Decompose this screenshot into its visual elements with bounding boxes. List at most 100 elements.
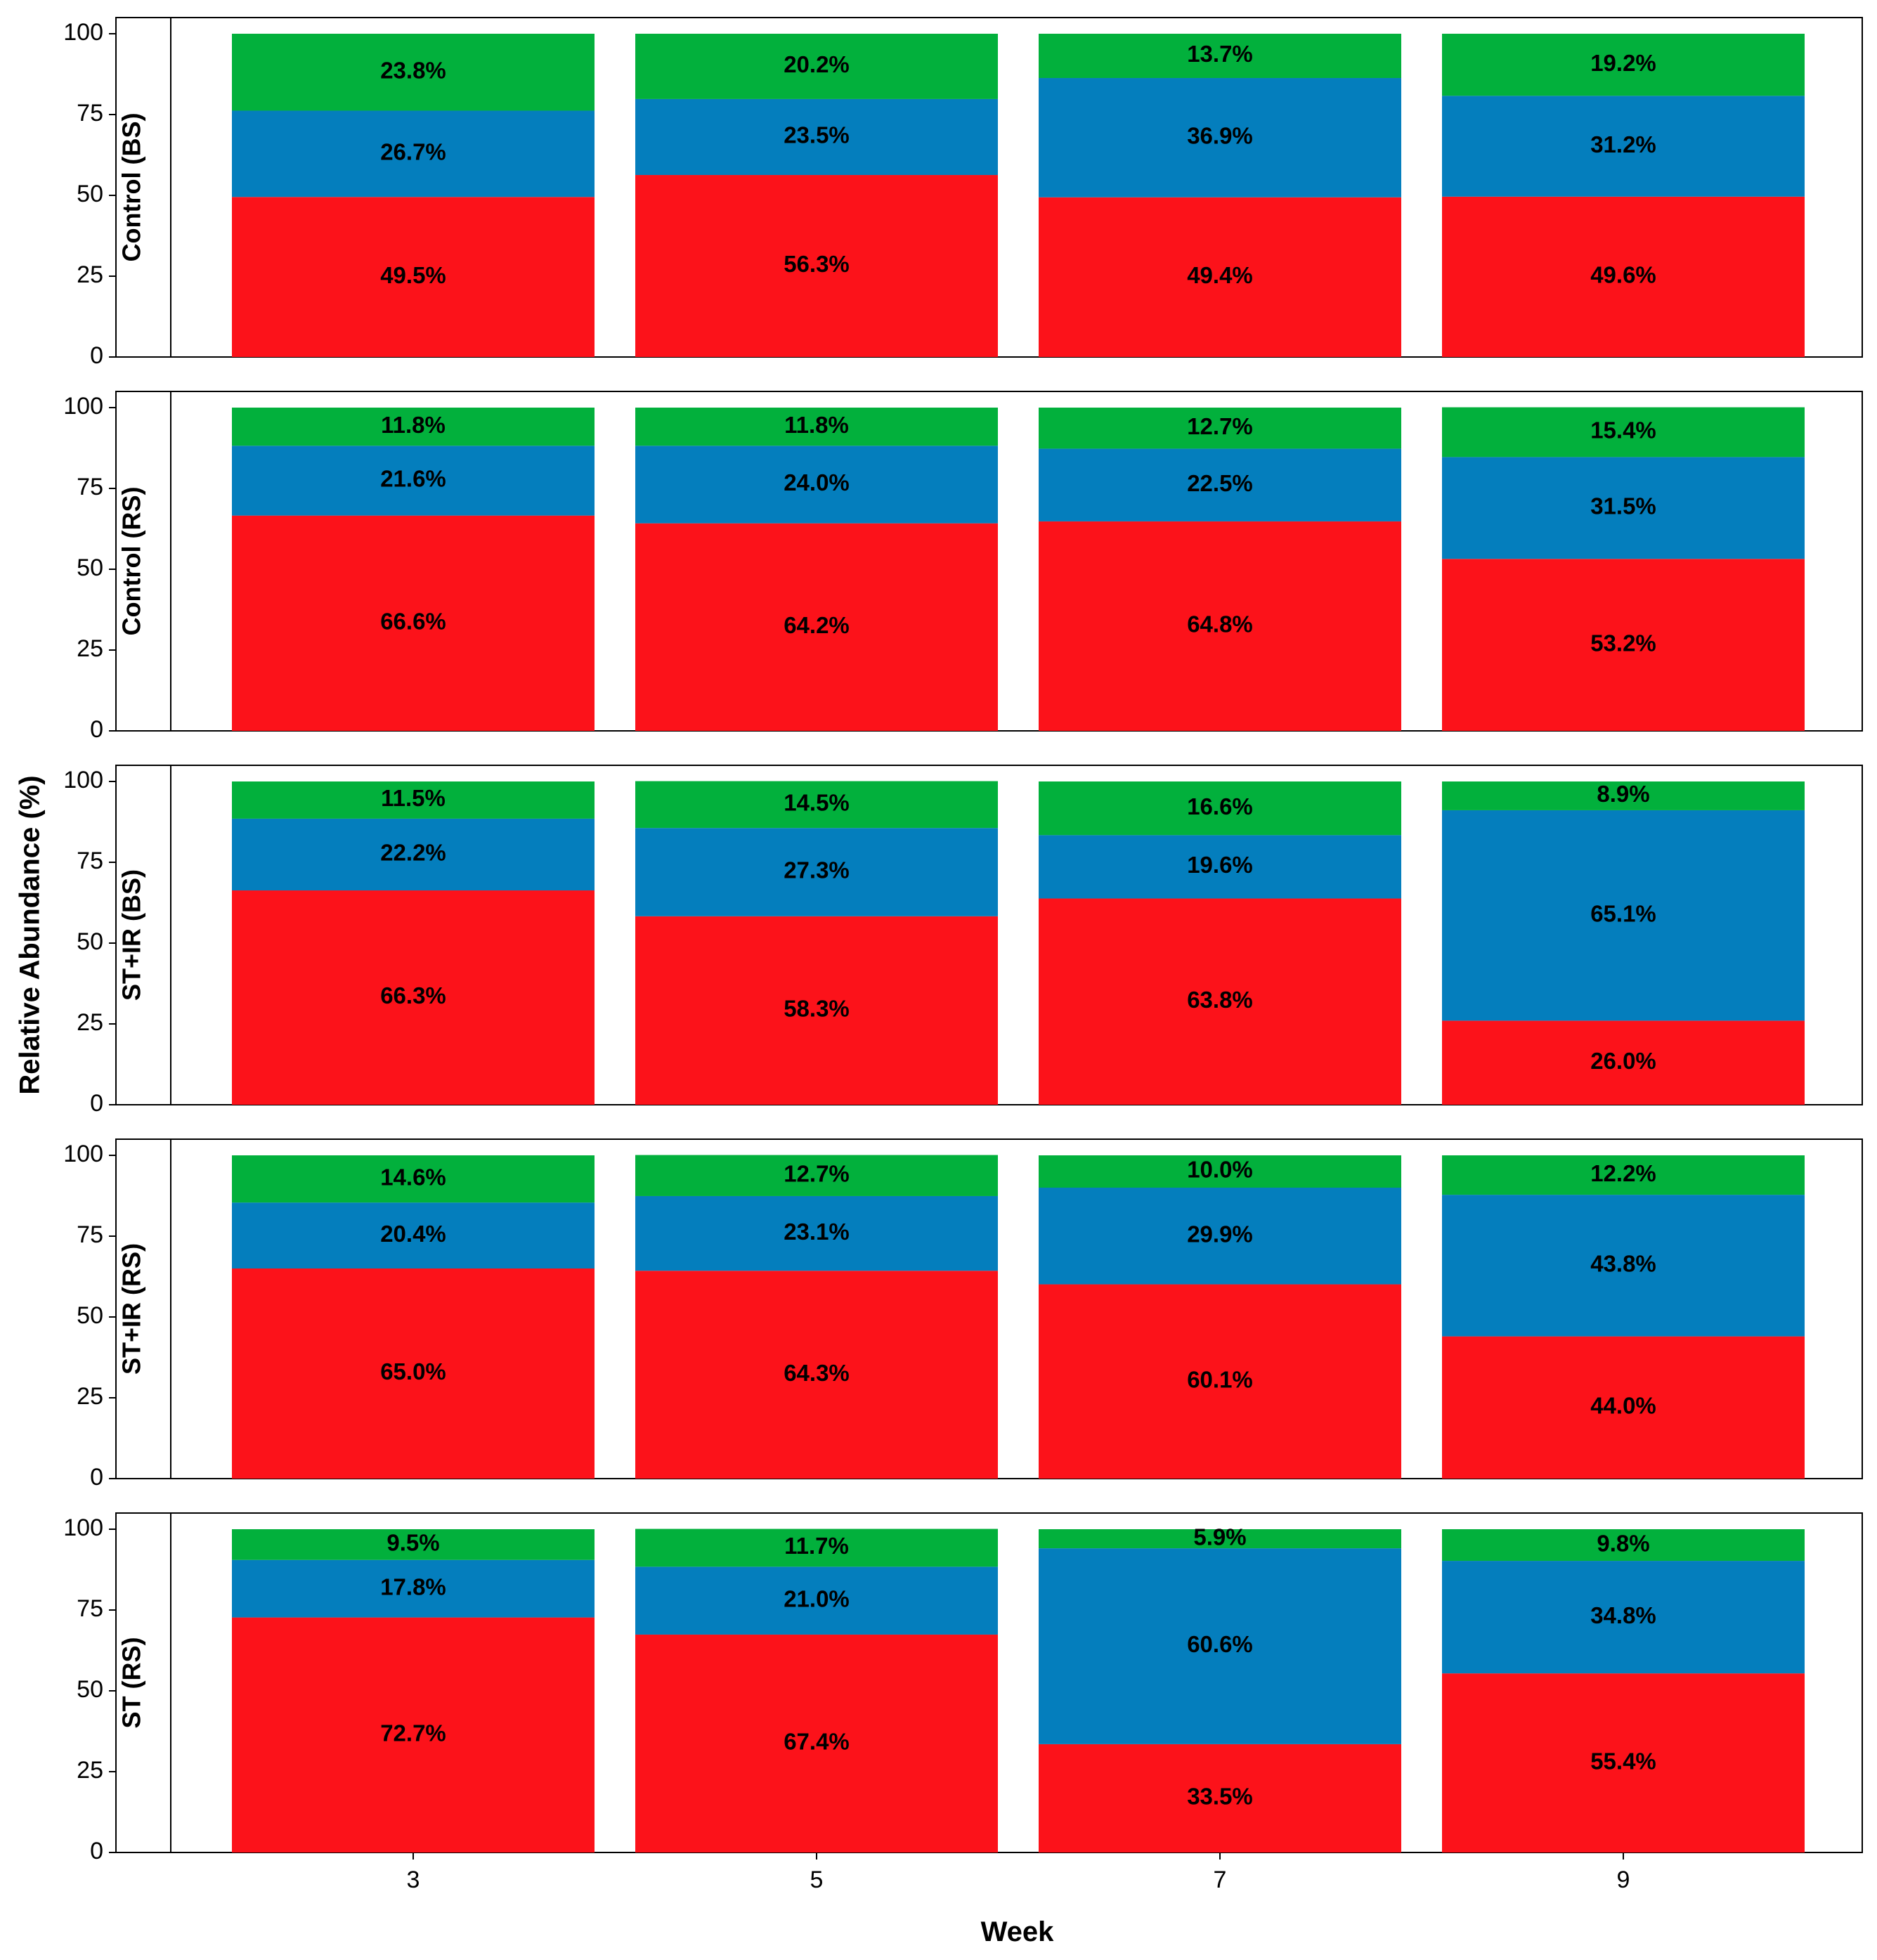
data-label: 49.6% [1590, 262, 1656, 288]
x-tick-label: 7 [1214, 1867, 1227, 1893]
y-tick-label: 0 [90, 1838, 103, 1864]
bar-segment [232, 781, 595, 819]
data-label: 63.8% [1187, 987, 1253, 1013]
data-label: 29.9% [1187, 1221, 1253, 1247]
x-axis-title: Week [981, 1916, 1055, 1947]
bar-segment [635, 1634, 998, 1852]
panels-layer: Control (BS)025507510049.5%26.7%23.8%56.… [63, 17, 1863, 1893]
bar-segment [1039, 898, 1401, 1105]
bar-segment [635, 1195, 998, 1271]
y-tick-label: 25 [77, 1383, 103, 1410]
bar-segment [232, 446, 595, 516]
panel-frame [170, 765, 1863, 1105]
bar-segment [635, 523, 998, 731]
facet-strip [115, 1512, 171, 1853]
data-label: 53.2% [1590, 630, 1656, 656]
data-label: 56.3% [784, 251, 850, 277]
y-tick-label: 100 [63, 767, 103, 793]
data-label: 58.3% [784, 996, 850, 1022]
bar-segment [1442, 96, 1805, 197]
data-label: 33.5% [1187, 1784, 1253, 1810]
panel-1: Control (BS) 0 25 50 75 100 49.5% 26.7% 23.8% 56.… [63, 17, 1863, 369]
bar-segment [635, 98, 998, 176]
bar-segment [1039, 197, 1401, 357]
bar-segment [1039, 34, 1401, 79]
y-tick-label: 0 [90, 1090, 103, 1117]
data-label: 43.8% [1590, 1251, 1656, 1277]
data-label: 13.7% [1187, 41, 1253, 67]
data-label: 19.6% [1187, 852, 1253, 878]
data-label: 66.3% [380, 982, 446, 1008]
data-label: 27.3% [784, 857, 850, 883]
data-label: 31.5% [1590, 493, 1656, 519]
data-label: 12.7% [784, 1160, 850, 1186]
data-label: 14.6% [380, 1164, 446, 1190]
y-tick-label: 50 [77, 1302, 103, 1329]
facet-strip [115, 765, 171, 1105]
bar-segment [635, 781, 998, 829]
bar-segment [1039, 835, 1401, 899]
y-tick-label: 75 [77, 1221, 103, 1248]
data-label: 9.5% [387, 1530, 439, 1556]
bar-segment [232, 1202, 595, 1268]
bar-segment [232, 34, 595, 111]
data-label: 23.8% [380, 57, 446, 83]
data-label: 23.1% [784, 1219, 850, 1245]
bar-segment [1442, 1673, 1805, 1852]
y-tick-label: 75 [77, 474, 103, 500]
bar-segment [232, 818, 595, 891]
bar-segment [1039, 521, 1401, 731]
bar-segment [1442, 196, 1805, 357]
facet-strip [115, 17, 171, 358]
bar-segment [635, 34, 998, 99]
data-label: 36.9% [1187, 123, 1253, 149]
data-label: 31.2% [1590, 131, 1656, 157]
data-label: 60.1% [1187, 1366, 1253, 1392]
bar-segment [1039, 1744, 1401, 1852]
y-tick-label: 50 [77, 181, 103, 207]
bar-segment [1442, 34, 1805, 96]
data-label: 49.5% [380, 262, 446, 288]
facet-strip [115, 391, 171, 732]
facet-strip-label: ST+IR (RS) [117, 1243, 146, 1375]
y-tick-label: 100 [63, 393, 103, 420]
data-label: 64.8% [1187, 611, 1253, 637]
data-label: 26.0% [1590, 1048, 1656, 1074]
bar-segment [232, 1155, 595, 1203]
data-label: 67.4% [784, 1729, 850, 1755]
data-label: 60.6% [1187, 1631, 1253, 1657]
panel-frame [170, 391, 1863, 732]
y-tick-label: 50 [77, 1676, 103, 1703]
bar-segment [1039, 1548, 1401, 1744]
panel-2: Control (RS) 0 25 50 75 100 66.6% 21.6% 11.8% 64.… [63, 391, 1863, 743]
y-tick-label: 0 [90, 342, 103, 369]
y-tick-label: 25 [77, 1009, 103, 1036]
data-label: 11.8% [381, 412, 446, 438]
data-label: 20.4% [380, 1221, 446, 1247]
bar-segment [1039, 78, 1401, 197]
x-tick-label: 9 [1617, 1867, 1630, 1893]
bar-segment [1039, 1284, 1401, 1479]
data-label: 22.2% [380, 840, 446, 866]
y-axis-title: Relative Abundance (%) [15, 775, 46, 1094]
bar-segment [1442, 457, 1805, 559]
bar-segment [635, 1155, 998, 1196]
data-label: 19.2% [1590, 50, 1656, 76]
panel-frame [170, 1138, 1863, 1479]
data-label: 11.5% [381, 785, 446, 811]
data-label: 21.0% [784, 1585, 850, 1611]
data-label: 12.7% [1187, 413, 1253, 439]
data-label: 49.4% [1187, 262, 1253, 288]
bar-segment [635, 175, 998, 357]
y-tick-label: 0 [90, 1464, 103, 1491]
bar-segment [1442, 810, 1805, 1021]
data-label: 65.1% [1590, 900, 1656, 926]
bar-segment [1442, 1020, 1805, 1105]
facet-strip-label: ST (RS) [117, 1637, 146, 1729]
bar-segment [1039, 781, 1401, 836]
bar-segment [232, 1617, 595, 1852]
data-label: 22.5% [1187, 470, 1253, 496]
data-label: 21.6% [380, 466, 446, 492]
bar-segment [232, 1559, 595, 1618]
